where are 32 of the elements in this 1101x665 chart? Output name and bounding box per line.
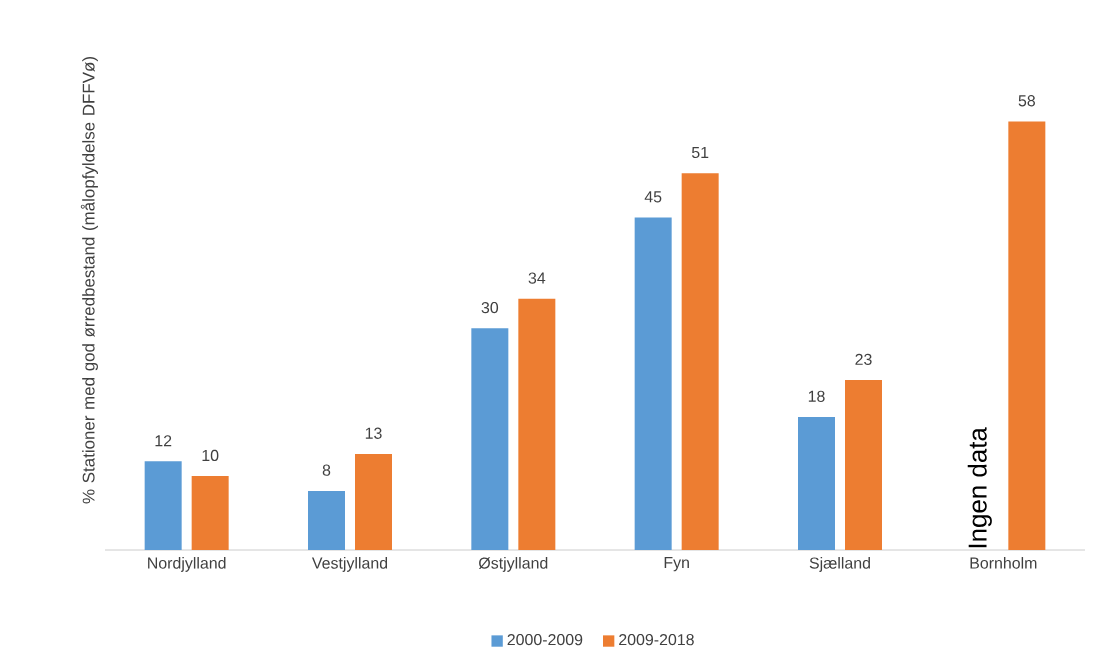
bar <box>144 461 182 550</box>
data-label: 23 <box>855 353 872 365</box>
annotation: Ingen data <box>967 427 992 548</box>
data-label: 12 <box>155 435 172 447</box>
bar <box>191 476 229 550</box>
data-label: 8 <box>322 464 331 476</box>
y-axis-title: % Stationer med god ørredbestand (målopfyldelse DFFVø) <box>80 57 98 504</box>
data-label: 58 <box>1018 95 1035 107</box>
x-tick-label: Vestjylland <box>311 557 388 572</box>
data-label: 10 <box>202 449 219 462</box>
x-tick-label: Bornholm <box>970 557 1037 569</box>
bar <box>634 217 672 550</box>
data-label: 18 <box>808 390 825 402</box>
x-tick-label: Nordjylland <box>148 557 226 572</box>
x-tick-label: Østjylland <box>478 557 548 572</box>
legend-label: 2009-2018 <box>619 633 694 646</box>
bar <box>308 490 345 550</box>
bar <box>845 380 882 550</box>
data-label: 13 <box>365 427 382 439</box>
data-label: 34 <box>528 272 546 284</box>
bar <box>518 298 556 550</box>
bar <box>1008 121 1046 550</box>
x-tick-label: Sjælland <box>809 557 870 572</box>
bar <box>471 328 509 550</box>
bar <box>681 173 719 550</box>
data-label: 30 <box>481 302 499 314</box>
x-tick-label: Fyn <box>664 557 689 572</box>
data-label: 45 <box>644 191 662 203</box>
data-label: 51 <box>691 146 709 159</box>
bar <box>355 453 392 550</box>
legend-label: 2000-2009 <box>507 633 583 646</box>
bar <box>798 416 835 550</box>
